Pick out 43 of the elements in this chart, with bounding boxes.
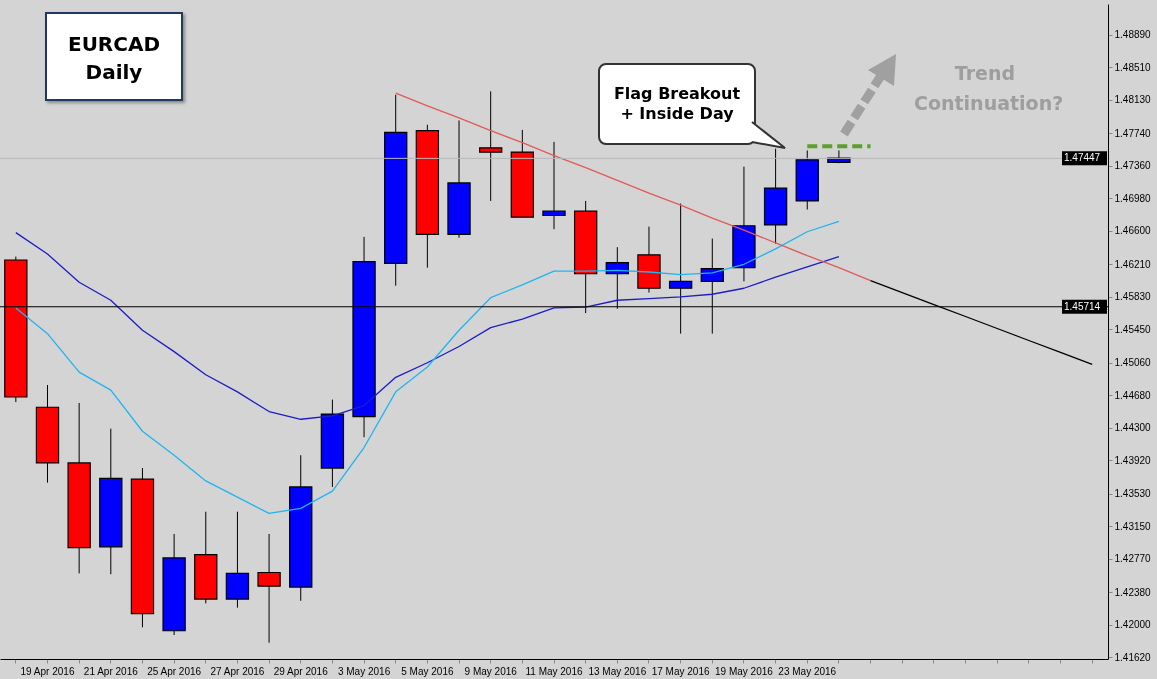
x-tick-label: 11 May 2016	[525, 665, 583, 677]
x-tick-label: 3 May 2016	[337, 665, 391, 677]
line-series	[15, 231, 840, 420]
candlestick	[542, 141, 566, 230]
y-tick-label: 1.44300	[1114, 422, 1152, 434]
x-tick-label: 27 Apr 2016	[210, 665, 265, 677]
candlestick	[257, 533, 281, 644]
y-tick-label: 1.45830	[1114, 291, 1152, 303]
x-tick-label: 17 May 2016	[651, 665, 710, 677]
y-tick-label: 1.42770	[1114, 553, 1152, 565]
y-tick-label: 1.44680	[1114, 389, 1152, 401]
text: EURCAD	[66, 31, 162, 58]
x-tick-label: 21 Apr 2016	[83, 665, 139, 677]
x-tick-label: 9 May 2016	[464, 665, 518, 677]
candlestick	[479, 90, 503, 202]
y-tick-label: 1.45450	[1114, 323, 1152, 335]
y-tick-label: 1.48130	[1114, 94, 1152, 106]
speech-bubble: Flag Breakout + Inside Day	[598, 63, 756, 145]
ref-line-label: 1.47447	[1064, 152, 1101, 164]
y-tick-label: 1.46600	[1114, 225, 1152, 237]
y-tick-label: 1.47360	[1114, 160, 1152, 172]
y-tick-label: 1.43920	[1114, 454, 1152, 466]
y-tick-label: 1.46980	[1114, 192, 1152, 204]
y-tick-label: 1.42380	[1114, 586, 1152, 598]
y-tick-label: 1.42000	[1114, 619, 1152, 631]
y-tick-label: 1.43150	[1114, 520, 1152, 532]
y-tick-label: 1.47740	[1114, 127, 1152, 139]
ref-line-label: 1.45714	[1064, 300, 1101, 312]
x-tick-label: 25 Apr 2016	[147, 665, 202, 677]
y-tick-label: 1.48510	[1114, 61, 1152, 73]
x-tick-label: 13 May 2016	[588, 665, 647, 677]
x-tick-label: 19 Apr 2016	[20, 665, 75, 677]
x-tick-label: 29 Apr 2016	[273, 665, 329, 677]
x-tick-label: 19 May 2016	[715, 665, 774, 677]
y-tick-label: 1.41620	[1114, 651, 1152, 663]
line-series	[15, 220, 840, 515]
y-tick-label: 1.45060	[1114, 357, 1152, 369]
text: Daily	[84, 59, 144, 86]
x-tick-label: 23 May 2016	[778, 665, 837, 677]
y-tick-label: 1.48890	[1114, 29, 1152, 41]
y-tick-label: 1.46210	[1114, 258, 1152, 270]
x-tick-label: 5 May 2016	[401, 665, 454, 677]
y-tick-label: 1.43530	[1114, 488, 1152, 500]
